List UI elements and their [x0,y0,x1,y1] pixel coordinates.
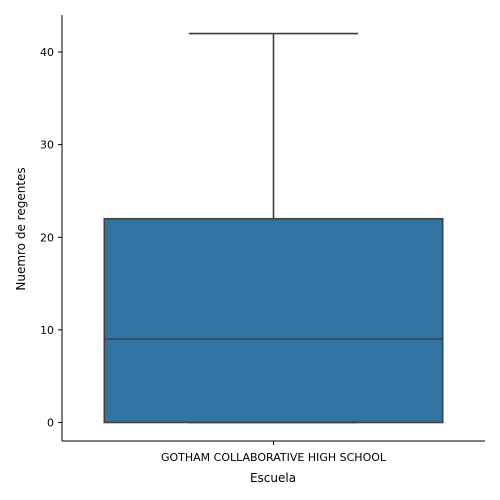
x-axis-ticks: GOTHAM COLLABORATIVE HIGH SCHOOL [161,441,387,464]
x-axis-label: Escuela [250,471,296,485]
y-tick-label: 30 [40,139,54,152]
y-axis-label: Nuemro de regentes [14,167,28,290]
y-tick-label: 20 [40,231,54,244]
y-tick-label: 0 [47,416,54,429]
plot-area [103,32,444,424]
y-tick-label: 10 [40,324,54,337]
y-tick-label: 40 [40,46,54,59]
x-tick-label: GOTHAM COLLABORATIVE HIGH SCHOOL [161,451,387,464]
y-axis-ticks: 0 10 20 30 40 [40,46,62,429]
box-body [103,217,444,424]
